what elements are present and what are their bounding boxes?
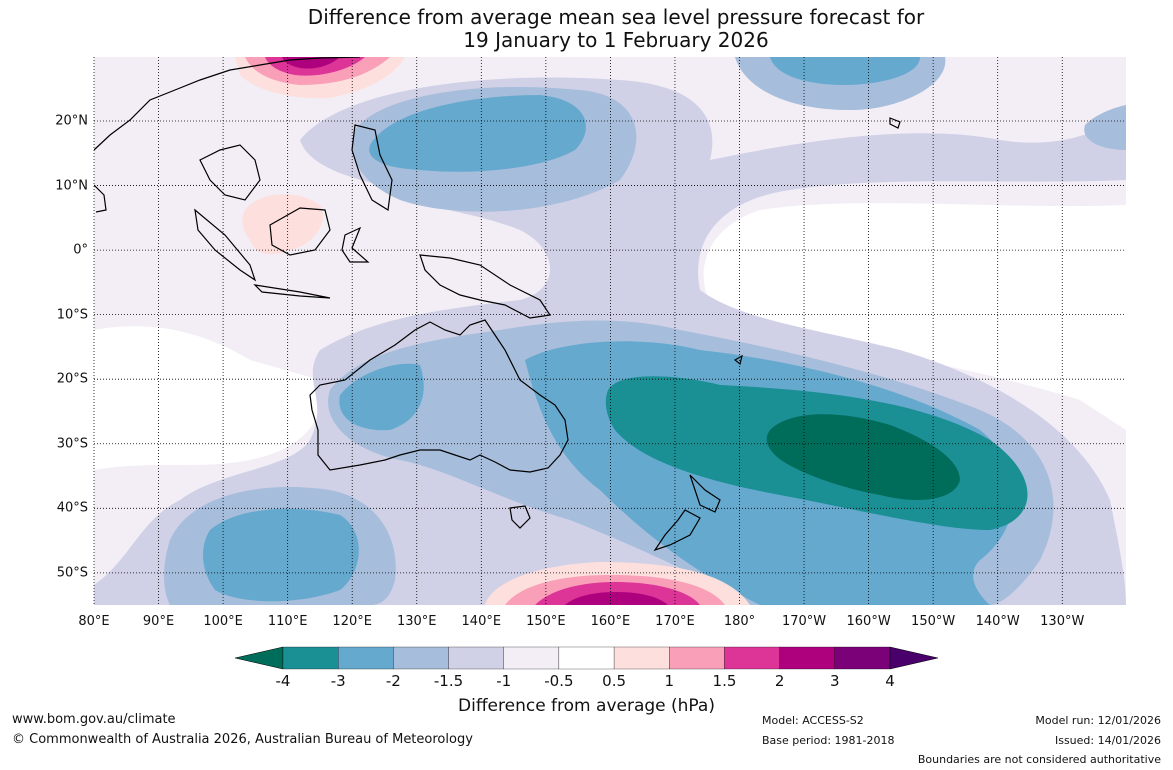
colorbar-swatch [393,646,449,670]
colorbar-title: Difference from average (hPa) [458,696,715,716]
india-coastline [94,184,107,213]
lon-tick-label: 160°E [590,614,631,629]
asia-coastline [94,57,361,201]
borneo-coastline [269,207,331,256]
lon-tick-label: 110°E [267,614,308,629]
colorbar-swatch [834,646,891,670]
lon-tick-label: 90°E [142,614,175,629]
colorbar-tick-label: 1 [664,672,675,690]
lon-tick-label: 150°W [911,614,956,629]
colorbar-tick-label: -1 [496,672,512,690]
lon-tick-label: 130°E [396,614,437,629]
lat-tick-label: 10°N [55,178,88,194]
new-zealand-south-coastline [653,509,701,552]
colorbar-tick-label: 1.5 [712,672,737,690]
chart-title-line1: Difference from average mean sea level p… [307,5,925,29]
colorbar-swatch [724,646,780,670]
colorbar-tick-label: 2 [774,672,785,690]
new-zealand-north-coastline [689,474,721,513]
australia-coastline [309,319,569,473]
colorbar-tick-label: 0.5 [602,672,627,690]
philippines-coastline [351,124,393,212]
lat-tick-label: 30°S [56,436,88,452]
colorbar-high-extend [889,646,939,670]
colorbar-tick-label: -2 [385,672,401,690]
contour-neg2-ne [770,57,920,85]
footer-model-run: Model run: 12/01/2026 [1035,714,1161,727]
colorbar-tick-label: -3 [330,672,346,690]
java-coastline [253,284,331,299]
colorbar [234,646,939,670]
tasmania-coastline [509,505,531,529]
lon-tick-label: 150°E [526,614,566,629]
colorbar-tick-label: 4 [885,672,895,690]
lon-tick-label: 170°W [781,614,827,629]
lat-tick-label: 20°S [56,371,88,387]
colorbar-tick-label: -0.5 [544,672,574,690]
colorbar-low-extend [234,646,284,670]
sumatra-coastline [194,208,257,282]
lon-tick-label: 160°W [846,614,891,629]
footer-url[interactable]: www.bom.gov.au/climate [12,712,176,727]
lat-tick-label: 50°S [56,565,88,581]
colorbar-swatch [338,646,394,670]
chart-title-line2: 19 January to 1 February 2026 [463,28,769,52]
lat-tick-label: 20°N [55,113,88,129]
colorbar-swatch [282,646,339,670]
gridlines [93,57,1126,605]
colorbar-swatch [503,646,560,670]
colorbar-swatch [613,646,670,670]
colorbar-swatch [669,646,725,670]
lon-tick-label: 140°W [975,614,1020,629]
contour-pos3-south [565,592,668,605]
fiji-coastline [733,354,743,366]
hawaii-coastline [889,117,901,129]
lon-tick-label: 170°E [655,614,695,629]
lon-tick-label: 180° [723,614,756,629]
lon-tick-label: 100°E [203,614,243,629]
contour-neg2-sw [203,508,359,602]
footer-disclaimer: Boundaries are not considered authoritat… [917,753,1161,766]
contour-neg2-philippine [369,95,586,172]
footer-copyright: © Commonwealth of Australia 2026, Austra… [12,732,473,747]
lat-tick-label: 0° [73,242,88,258]
colorbar-tick-label: -1.5 [433,672,464,690]
contour-neg15-far-e [1084,105,1126,150]
footer-base-period: Base period: 1981-2018 [762,734,895,747]
colorbar-swatch [558,646,615,670]
colorbar-swatch [448,646,504,670]
contour-neg2-wa [339,363,424,431]
colorbar-tick-label: 3 [830,672,840,690]
footer-issued: Issued: 14/01/2026 [1054,734,1161,747]
coastlines [94,57,901,552]
sulawesi-coastline [341,226,370,263]
lat-tick-label: 40°S [56,500,88,516]
colorbar-tick-label: -4 [275,672,291,690]
new-guinea-coastline [419,254,552,319]
contour-neg4 [766,414,960,500]
colorbar-swatch [779,646,835,670]
lon-tick-label: 130°W [1040,614,1085,629]
contour-pos05-borneo [242,194,324,255]
lat-tick-label: 10°S [56,307,88,323]
lon-tick-label: 120°E [332,614,372,629]
lon-tick-label: 80°E [78,614,110,629]
lon-tick-label: 140°E [461,614,502,629]
footer-model: Model: ACCESS-S2 [762,714,864,727]
